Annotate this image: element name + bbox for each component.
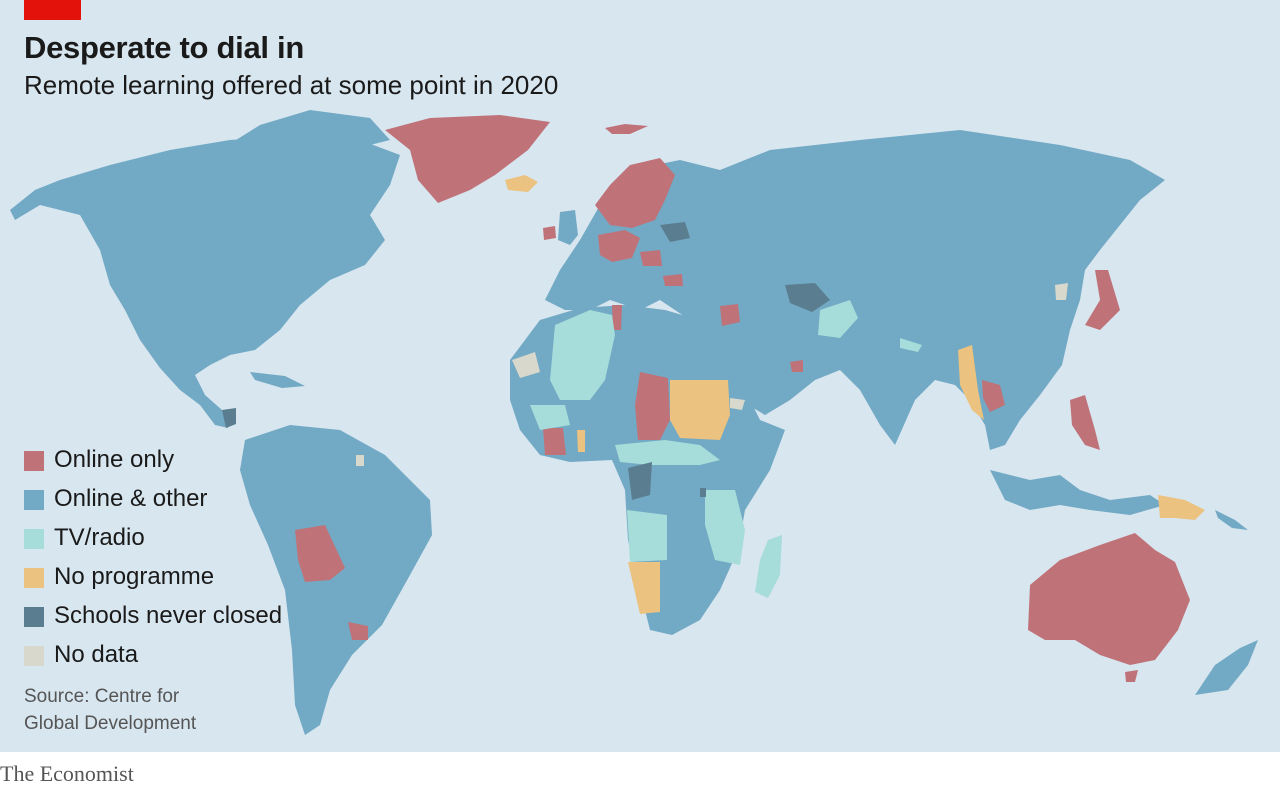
ireland (543, 226, 556, 240)
sudan (670, 380, 730, 440)
bolivia (295, 525, 345, 582)
map-canvas: Desperate to dial in Remote learning off… (0, 0, 1280, 752)
belarus (660, 222, 690, 242)
angola (627, 510, 667, 562)
tasmania (1125, 670, 1138, 682)
western-sahara (512, 352, 540, 378)
new-zealand (1195, 640, 1258, 695)
laos-cambodia (982, 380, 1005, 412)
indonesia (990, 470, 1165, 515)
philippines (1070, 395, 1100, 450)
ghana (577, 430, 585, 452)
region-no-programme (505, 175, 1205, 614)
central-europe (598, 230, 640, 262)
world-map (10, 110, 1258, 735)
legend-swatch (24, 646, 44, 666)
iceland (505, 175, 538, 192)
legend-label: No programme (54, 563, 215, 590)
region-never-closed (222, 222, 830, 500)
tunisia (612, 305, 622, 330)
legend-swatch (24, 451, 44, 471)
source-note: Source: Centre for Global Development (24, 683, 244, 737)
legend-swatch (24, 607, 44, 627)
french-guiana (356, 455, 364, 466)
greenland (385, 115, 550, 203)
nicaragua (222, 408, 236, 428)
eritrea (730, 398, 745, 410)
tanzania (705, 490, 745, 565)
scandinavia (595, 158, 675, 228)
south-america (240, 425, 432, 735)
region-no-data (356, 283, 1068, 466)
legend-label: No data (54, 641, 139, 668)
turkmenistan (785, 283, 830, 312)
bulgaria (663, 274, 683, 286)
syria (720, 304, 740, 326)
source-line: Global Development (24, 713, 197, 734)
myanmar (958, 345, 984, 420)
papua-new-guinea (1158, 495, 1205, 520)
region-online-only (295, 115, 1190, 682)
chart-title: Desperate to dial in (24, 30, 304, 65)
romania (640, 250, 662, 266)
legend-swatch (24, 568, 44, 588)
svalbard (605, 124, 648, 134)
afghanistan (818, 300, 858, 338)
algeria-mali-area (550, 310, 615, 400)
congo (628, 462, 652, 500)
north-korea (1055, 283, 1068, 300)
madagascar (755, 535, 782, 598)
chart-subtitle: Remote learning offered at some point in… (24, 70, 559, 100)
caribbean (250, 372, 305, 388)
brand-logo-text: The Economist (0, 761, 134, 786)
legend-label: Online only (54, 446, 175, 473)
uk (558, 210, 578, 245)
burundi (700, 488, 706, 497)
ivory-coast (543, 428, 566, 455)
source-line: Source: Centre for (24, 686, 180, 707)
bangladesh-area (900, 338, 922, 352)
central-africa (615, 440, 720, 465)
brand-red-bar (24, 0, 81, 20)
west-africa (530, 405, 570, 430)
legend-label: TV/radio (54, 524, 145, 551)
legend-swatch (24, 490, 44, 510)
legend-swatch (24, 529, 44, 549)
legend-label: Online & other (54, 485, 208, 512)
uae (790, 360, 803, 372)
japan (1085, 270, 1120, 330)
arctic-islands (220, 110, 390, 150)
pacific-islands (1215, 510, 1248, 530)
north-america (10, 135, 400, 428)
chad (635, 372, 670, 440)
eurasia (545, 130, 1165, 450)
australia (1028, 533, 1190, 665)
namibia (628, 562, 660, 614)
uruguay (348, 622, 368, 640)
legend-label: Schools never closed (54, 602, 283, 629)
region-tv-radio (530, 300, 922, 598)
